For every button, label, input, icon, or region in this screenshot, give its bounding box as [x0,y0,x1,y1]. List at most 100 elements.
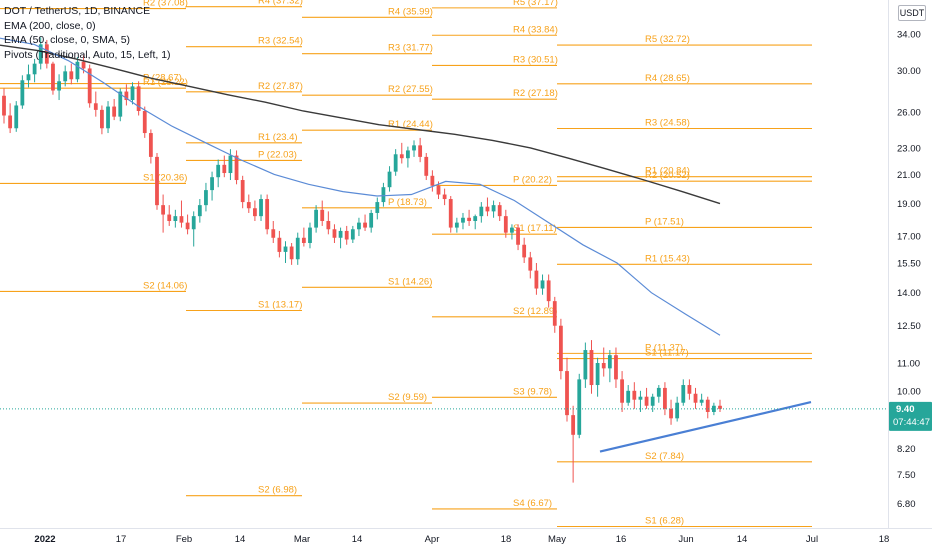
y-tick-label: 17.00 [897,232,921,243]
candle-body [583,350,588,380]
candle-body [326,220,331,230]
pivot-label: R5 (32.72) [645,34,690,45]
candle-body [711,405,716,412]
candle-body [228,155,233,174]
candle-body [8,115,13,129]
candle-body [448,199,453,228]
candle-body [558,325,563,372]
pivot-label: R5 (37.17) [513,0,558,8]
price-tag [889,401,932,431]
candle-body [454,222,459,228]
candle-body [314,209,318,228]
candle-body [32,63,37,75]
trendline-layer[interactable] [599,401,812,453]
candle-body [191,216,196,230]
x-tick-label: 16 [616,534,627,545]
candle-body [320,209,325,221]
pivot-label: R2 (27.55) [388,84,433,95]
x-tick-label: Feb [176,534,192,545]
y-tick-label: 15.50 [897,258,921,269]
pivot-label: S4 (6.67) [513,498,552,509]
candle-body [412,145,416,151]
candle-body [473,216,478,221]
candle-body [57,81,61,91]
pivot-label: R1 (24.44) [388,119,433,130]
legend-ema200[interactable]: EMA (200, close, 0) [4,19,96,32]
candle-body [656,387,661,397]
pivot-label: P (18.73) [388,197,427,208]
x-tick-label: Apr [425,534,440,545]
candle-body [93,103,98,110]
candle-body [136,86,141,111]
pivot-label: S1 (17.11) [513,223,557,234]
candle-body [222,164,227,174]
y-tick-label: 14.00 [897,288,921,299]
candle-body [148,133,153,157]
x-tick-label: 17 [116,534,127,545]
candle-body [369,212,374,228]
candle-body [277,237,282,252]
candle-body [301,237,306,243]
candle-body [442,194,447,200]
pivot-label: R3 (32.54) [258,36,303,47]
pivot-label: P (11.37) [645,342,683,353]
ema50-line [0,37,721,336]
x-tick-label: May [548,534,566,545]
candle-body [424,156,429,176]
candle-body [699,399,704,403]
pivot-label: S3 (9.78) [513,386,552,397]
y-tick-label: 34.00 [897,29,921,40]
candle-body [44,44,49,64]
pivot-label: R2 (37.08) [143,0,188,9]
candle-body [344,230,349,240]
pivot-label: R4 (35.99) [388,6,433,17]
candle-body [393,154,398,172]
candle-body [283,246,288,252]
candle-body [51,63,55,91]
candle-body [565,371,569,416]
candle-body [540,280,545,289]
candle-body [681,385,686,403]
candle-body [271,229,276,238]
candle-body [595,363,600,386]
candle-body [375,202,380,213]
candle-body [295,237,300,260]
candle-body [650,396,655,406]
candle-body [20,80,25,106]
y-tick-label: 10.00 [897,386,921,397]
candle-body [38,44,43,64]
currency-badge[interactable]: USDT [898,5,926,21]
candle-body [259,199,263,217]
candle-body [718,405,722,409]
pivot-label: R4 (28.65) [645,73,690,84]
x-tick-label: 2022 [34,534,55,545]
candle-body [69,71,74,80]
candle-body [185,222,190,230]
candle-body [240,180,245,203]
candle-body [197,205,202,217]
pivot-label: R2 (27.87) [258,81,303,92]
pivot-label: R3 (24.58) [645,117,690,128]
y-tick-label: 30.00 [897,66,921,77]
candle-body [601,363,606,369]
candle-body [63,71,68,82]
candle-body [167,214,172,221]
candle-body [130,86,135,101]
pivot-label: S1 (11.17) [645,348,689,359]
legend-symbol[interactable]: DOT / TetherUS, 1D, BINANCE [4,5,151,17]
candle-body [436,185,441,195]
x-tick-label: Jun [678,534,693,545]
candle-body [418,145,423,157]
candle-body [357,222,361,230]
legend-ema50[interactable]: EMA (50, close, 0, SMA, 5) [4,34,131,46]
candle-body [265,199,270,230]
candle-body [2,95,6,116]
price-tag-value: 9.40 [896,404,915,415]
candle-body [467,217,471,221]
candle-body [516,227,520,245]
candle-body [693,393,698,403]
legend-pivots[interactable]: Pivots (Traditional, Auto, 15, Left, 1) [4,48,171,61]
candle-body [552,301,557,326]
